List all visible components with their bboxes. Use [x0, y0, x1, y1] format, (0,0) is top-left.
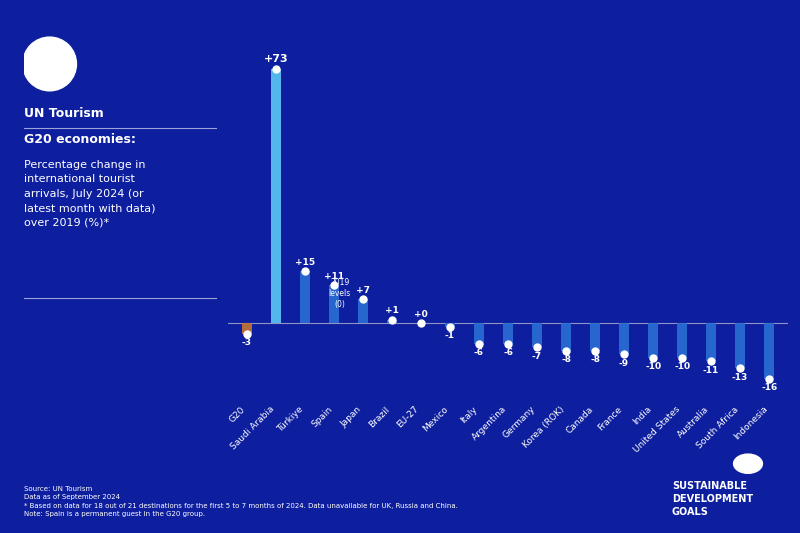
- Text: +73: +73: [263, 54, 288, 64]
- Text: -6: -6: [503, 348, 513, 357]
- Text: -16: -16: [761, 383, 778, 392]
- Text: +15: +15: [295, 257, 315, 266]
- Text: +0: +0: [414, 310, 428, 319]
- Bar: [735, 323, 746, 368]
- Text: SUSTAINABLE
DEVELOPMENT
GOALS: SUSTAINABLE DEVELOPMENT GOALS: [672, 481, 753, 517]
- Bar: [270, 69, 281, 323]
- Circle shape: [22, 37, 77, 91]
- Text: +11: +11: [324, 271, 344, 280]
- Text: -1: -1: [445, 331, 455, 340]
- Bar: [329, 285, 339, 323]
- Text: -13: -13: [732, 373, 748, 382]
- Bar: [358, 298, 368, 323]
- Text: -10: -10: [645, 362, 661, 371]
- Bar: [445, 323, 455, 327]
- Text: UN Tourism: UN Tourism: [24, 107, 104, 119]
- Text: -8: -8: [590, 355, 600, 364]
- Text: +1: +1: [385, 306, 399, 316]
- Text: -6: -6: [474, 348, 484, 357]
- Bar: [764, 323, 774, 379]
- Text: -3: -3: [242, 338, 252, 347]
- Text: -8: -8: [561, 355, 571, 364]
- Text: G20 economies:: G20 economies:: [24, 133, 136, 146]
- Text: 2019
levels
(0): 2019 levels (0): [329, 278, 351, 309]
- Bar: [677, 323, 687, 358]
- Bar: [619, 323, 629, 354]
- Text: -11: -11: [703, 366, 719, 375]
- Bar: [387, 320, 397, 323]
- Text: Percentage change in
international tourist
arrivals, July 2024 (or
latest month : Percentage change in international touri…: [24, 160, 155, 228]
- Bar: [561, 323, 571, 351]
- Text: -9: -9: [619, 359, 629, 368]
- Bar: [532, 323, 542, 348]
- Bar: [242, 323, 252, 334]
- Text: -7: -7: [532, 352, 542, 361]
- Text: +7: +7: [356, 286, 370, 295]
- Bar: [590, 323, 600, 351]
- Bar: [706, 323, 716, 361]
- Bar: [648, 323, 658, 358]
- Text: -10: -10: [674, 362, 690, 371]
- Bar: [503, 323, 513, 344]
- Text: Source: UN Tourism
Data as of September 2024
* Based on data for 18 out of 21 de: Source: UN Tourism Data as of September …: [24, 486, 458, 517]
- Bar: [300, 271, 310, 323]
- Bar: [474, 323, 484, 344]
